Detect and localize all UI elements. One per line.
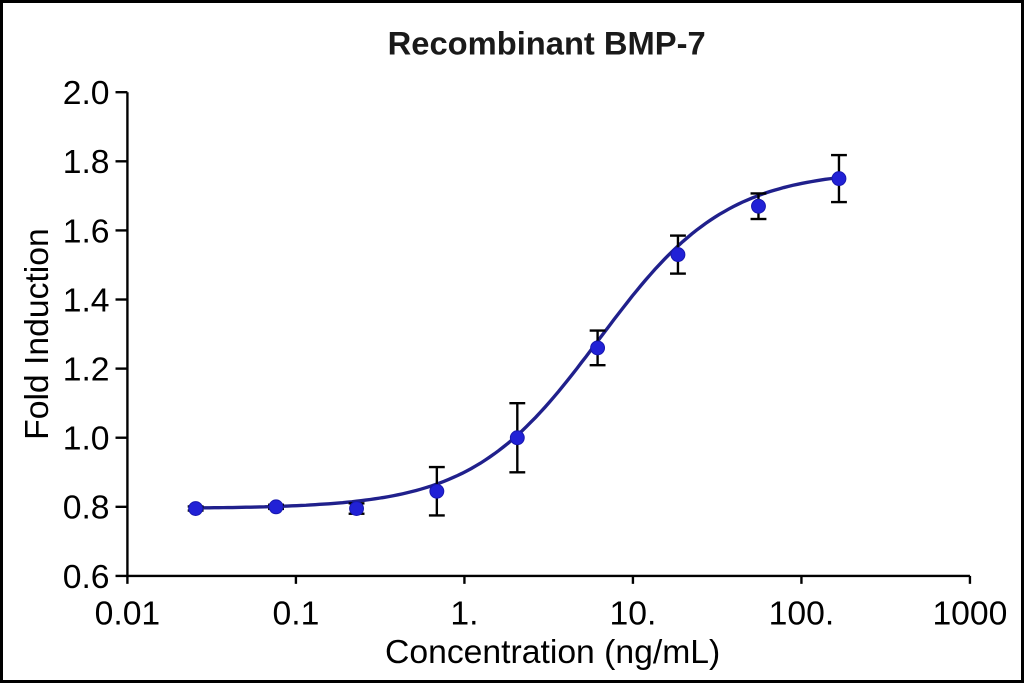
data-point: [670, 247, 686, 263]
y-tick-label: 0.8: [63, 489, 110, 527]
data-point: [590, 340, 606, 356]
x-tick-label: 100.: [769, 594, 835, 632]
y-tick-label: 1.6: [63, 212, 110, 250]
x-tick-label: 10.: [610, 594, 657, 632]
y-tick-label: 2.0: [63, 74, 110, 112]
chart-title: Recombinant BMP-7: [388, 25, 706, 62]
y-axis-label: Fold Induction: [18, 228, 56, 440]
data-point: [831, 171, 847, 187]
x-tick-label: 1.: [450, 594, 478, 632]
data-point: [268, 499, 284, 515]
data-point: [751, 198, 766, 214]
chart-canvas: 0.01 0.1 1. 10. 100. 1000 0.6 0.8 1.0 1.2 1.4 1.6 1.…: [18, 25, 1008, 672]
data-point: [509, 430, 525, 446]
y-tick-label: 1.4: [63, 281, 110, 319]
data-point: [349, 501, 364, 516]
x-axis-label: Concentration (ng/mL): [385, 633, 720, 671]
y-tick-label: 0.6: [63, 558, 110, 596]
x-tick-label: 1000: [932, 594, 1007, 632]
y-tick-label: 1.0: [63, 420, 110, 458]
data-point: [188, 501, 204, 516]
plot-area: 0.01 0.1 1. 10. 100. 1000 0.6 0.8 1.0 1.2 1.4 1.6 1.…: [63, 74, 1008, 632]
axes: [126, 92, 970, 578]
x-tick-label: 0.01: [95, 594, 161, 632]
x-tick-label: 0.1: [272, 594, 319, 632]
y-tick-label: 1.8: [63, 143, 110, 181]
y-tick-label: 1.2: [63, 351, 110, 389]
data-point: [429, 483, 445, 499]
